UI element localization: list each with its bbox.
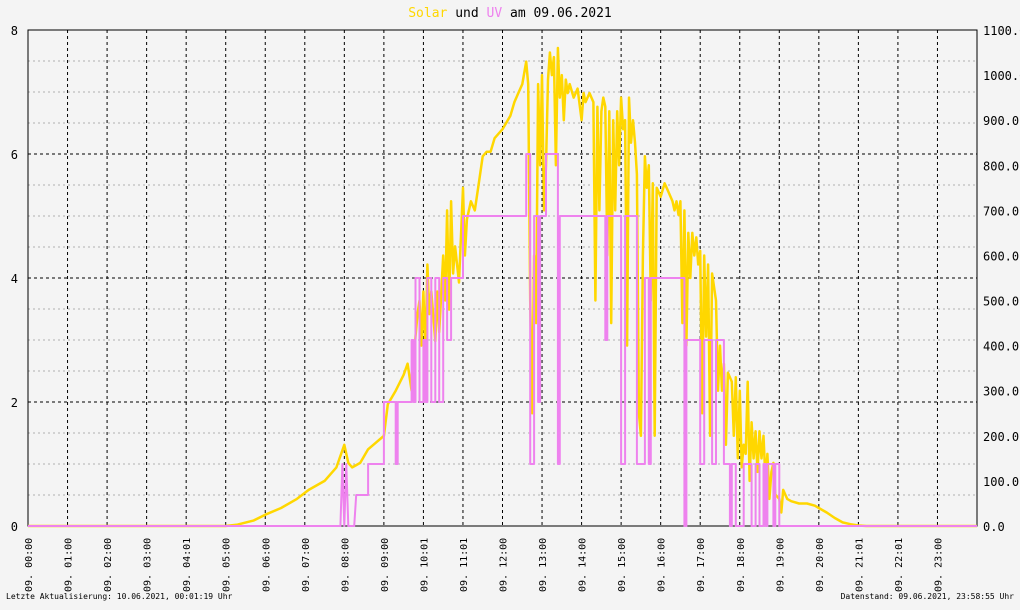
x-tick-label: 09. 15:00: [617, 538, 628, 592]
x-tick-label: 09. 23:00: [933, 538, 944, 592]
x-tick-label: 09. 00:00: [24, 538, 35, 592]
y-right-tick-label: 100.0: [983, 475, 1019, 489]
x-tick-label: 09. 07:00: [301, 538, 312, 592]
y-right-tick-label: 1100.0: [983, 24, 1020, 38]
x-tick-label: 09. 09:00: [380, 538, 391, 592]
footer-last-update: Letzte Aktualisierung: 10.06.2021, 00:01…: [6, 592, 233, 601]
series-line-solar: [28, 46, 977, 528]
x-tick-label: 09. 04:01: [182, 538, 193, 592]
y-right-tick-label: 200.0: [983, 430, 1019, 444]
title-uv: UV: [487, 6, 503, 21]
x-tick-label: 09. 10:01: [419, 538, 430, 592]
x-tick-label: 09. 22:01: [894, 538, 905, 592]
series-line-uv: [28, 153, 977, 527]
chart-title: Solar und UV am 09.06.2021: [408, 6, 612, 21]
y-right-tick-label: 1000.0: [983, 69, 1020, 83]
x-tick-label: 09. 08:00: [340, 538, 351, 592]
series: [28, 46, 977, 528]
y-right-tick-label: 300.0: [983, 385, 1019, 399]
x-tick-label: 09. 05:00: [222, 538, 233, 592]
y-right-tick-label: 700.0: [983, 204, 1019, 218]
x-tick-label: 09. 18:00: [736, 538, 747, 592]
title-date: am 09.06.2021: [510, 6, 612, 21]
x-tick-label: 09. 16:00: [657, 538, 668, 592]
y-right-tick-label: 0.0: [983, 520, 1005, 534]
y-right-tick-label: 800.0: [983, 159, 1019, 173]
x-tick-label: 09. 02:00: [103, 538, 114, 592]
y-left-tick-label: 0: [11, 520, 18, 534]
title-solar: Solar: [408, 6, 447, 21]
x-tick-label: 09. 17:00: [696, 538, 707, 592]
x-tick-label: 09. 14:00: [578, 538, 589, 592]
y-left-tick-label: 8: [11, 24, 18, 38]
y-right-tick-label: 400.0: [983, 340, 1019, 354]
x-tick-label: 09. 21:01: [854, 538, 865, 592]
x-tick-label: 09. 03:00: [143, 538, 154, 592]
plot-frame: [27, 29, 978, 527]
x-tick-label: 09. 12:00: [499, 538, 510, 592]
y-left-tick-label: 6: [11, 148, 18, 162]
x-tick-label: 09. 20:00: [815, 538, 826, 592]
y-right-tick-label: 900.0: [983, 114, 1019, 128]
y-right-tick-label: 600.0: [983, 249, 1019, 263]
footer-data-status: Datenstand: 09.06.2021, 23:58:55 Uhr: [840, 592, 1014, 601]
grid: [28, 30, 977, 526]
title-und: und: [455, 6, 478, 21]
x-tick-label: 09. 01:00: [64, 538, 75, 592]
y-right-tick-label: 500.0: [983, 295, 1019, 309]
y-left-tick-label: 2: [11, 396, 18, 410]
y-left-tick-label: 4: [11, 272, 18, 286]
x-tick-label: 09. 13:00: [538, 538, 549, 592]
x-tick-label: 09. 19:00: [775, 538, 786, 592]
x-tick-label: 09. 11:01: [459, 538, 470, 592]
x-tick-label: 09. 06:00: [261, 538, 272, 592]
axes: 0 2 4 6 8 0.0 100.0 200.0 300.0 400.0 500.0 600.0 70…: [11, 24, 1020, 592]
